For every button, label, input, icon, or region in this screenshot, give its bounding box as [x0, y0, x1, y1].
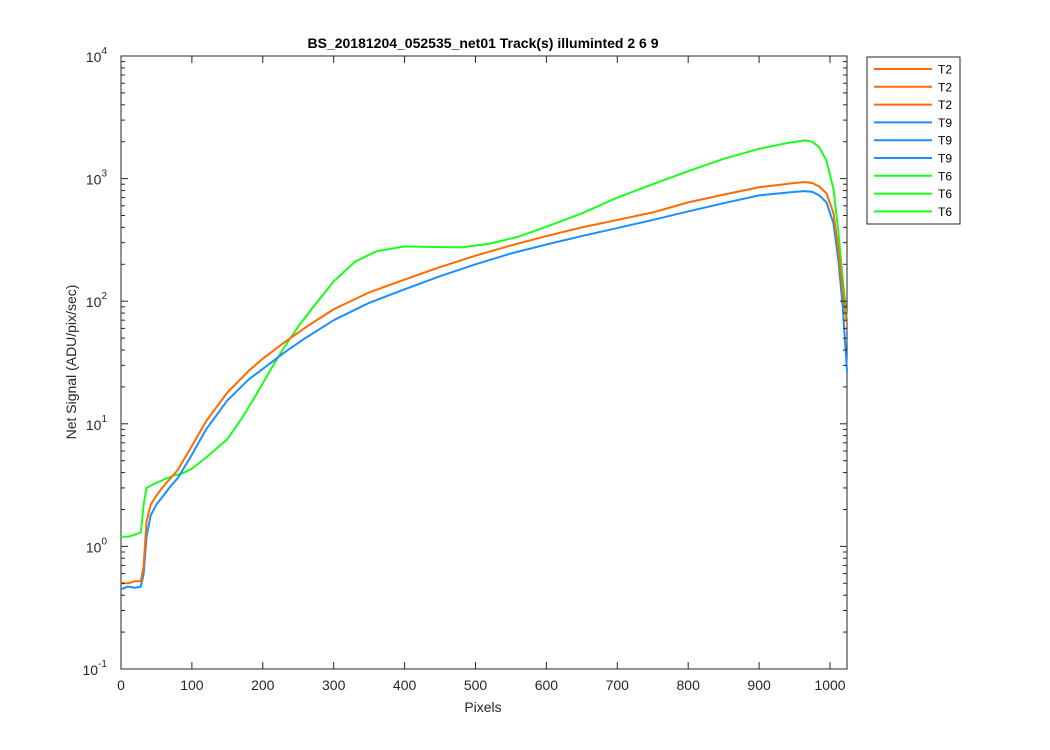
x-tick-label: 0: [117, 677, 125, 693]
legend-label: T9: [938, 116, 952, 130]
legend-label: T6: [938, 205, 952, 219]
y-axis-label: Net Signal (ADU/pix/sec): [63, 285, 79, 440]
x-tick-label: 500: [464, 677, 488, 693]
chart-title: BS_20181204_052535_net01 Track(s) illumi…: [308, 35, 659, 51]
y-tick-label: 104: [86, 46, 108, 65]
series-layer: [120, 139, 848, 590]
legend-label: T9: [938, 152, 952, 166]
y-tick-label: 103: [86, 169, 108, 188]
y-tick-label: 102: [86, 291, 108, 310]
legend-label: T6: [938, 187, 952, 201]
x-tick-label: 700: [606, 677, 630, 693]
x-tick-label: 100: [180, 677, 204, 693]
y-tick-label: 10-1: [83, 659, 108, 678]
plot-area: [120, 55, 848, 670]
legend-label: T6: [938, 169, 952, 183]
x-tick-label: 300: [322, 677, 346, 693]
x-axis-label: Pixels: [464, 699, 501, 715]
legend-label: T9: [938, 134, 952, 148]
legend-label: T2: [938, 63, 952, 77]
series-line-t6: [120, 139, 848, 538]
axis-ticks: 0 100 200 300 400 500 600 700 800 900 1000 10-1 100 1…: [83, 46, 847, 693]
legend: T2 T2 T2 T9 T9 T9 T6 T6 T6: [866, 56, 961, 225]
x-tick-label: 900: [747, 677, 771, 693]
series-line-t9: [120, 190, 848, 590]
y-tick-label: 101: [86, 414, 108, 433]
x-tick-label: 200: [251, 677, 275, 693]
y-tick-label: 100: [86, 536, 108, 555]
x-tick-label: 400: [393, 677, 417, 693]
legend-label: T2: [938, 98, 952, 112]
x-tick-label: 600: [535, 677, 559, 693]
series-line-t2: [120, 181, 848, 585]
legend-label: T2: [938, 80, 952, 94]
x-tick-label: 800: [677, 677, 701, 693]
x-tick-label: 1000: [814, 677, 845, 693]
